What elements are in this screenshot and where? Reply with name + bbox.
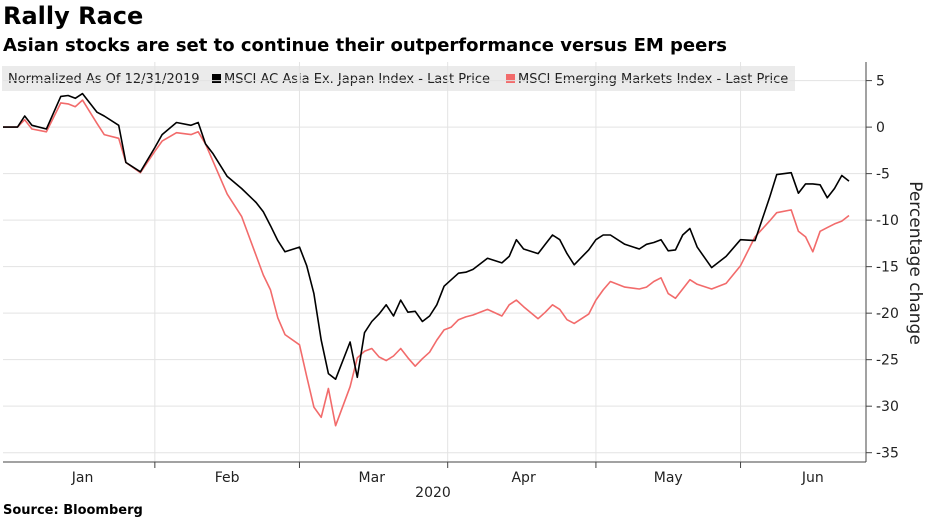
x-tick-label: Apr — [511, 470, 535, 486]
chart-subtitle: Asian stocks are set to continue their o… — [3, 35, 727, 56]
y-tick-label: -20 — [876, 306, 899, 322]
x-tick-label: Jan — [71, 470, 94, 486]
y-tick-label: 0 — [876, 120, 885, 136]
x-tick-label: May — [654, 470, 683, 486]
y-tick-label: 5 — [876, 74, 885, 90]
y-tick-label: -30 — [876, 399, 899, 415]
x-tick-label: Jun — [801, 470, 824, 486]
y-tick-label: -10 — [876, 213, 899, 229]
y-axis: 5 0 -5 -10 -15 -20 -25 -30 -35 — [865, 62, 899, 462]
y-axis-label: Percentage change — [905, 181, 925, 345]
grid — [3, 62, 866, 462]
legend-label-em: MSCI Emerging Markets Index - Last Price — [518, 72, 788, 87]
legend-swatch-asia — [212, 74, 221, 83]
normalization-note: Normalized As Of 12/31/2019 — [8, 72, 200, 87]
x-tick-label: Mar — [359, 470, 386, 486]
legend-background — [2, 66, 795, 91]
x-axis: Jan Feb Mar Apr May Jun — [3, 461, 866, 486]
x-tick-label: Feb — [215, 470, 240, 486]
y-tick-label: -25 — [876, 353, 899, 369]
y-tick-label: -15 — [876, 260, 899, 276]
y-tick-label: -5 — [876, 167, 890, 183]
x-axis-label: 2020 — [415, 485, 451, 501]
legend-swatch-em — [506, 74, 515, 83]
series-group — [3, 92, 850, 427]
source-note: Source: Bloomberg — [3, 503, 143, 518]
legend-label-asia: MSCI AC Asia Ex. Japan Index - Last Pric… — [224, 72, 490, 87]
series-line-asia — [3, 92, 850, 380]
series-line-em — [3, 99, 850, 427]
y-tick-label: -35 — [876, 446, 899, 462]
chart-title: Rally Race — [3, 2, 144, 30]
